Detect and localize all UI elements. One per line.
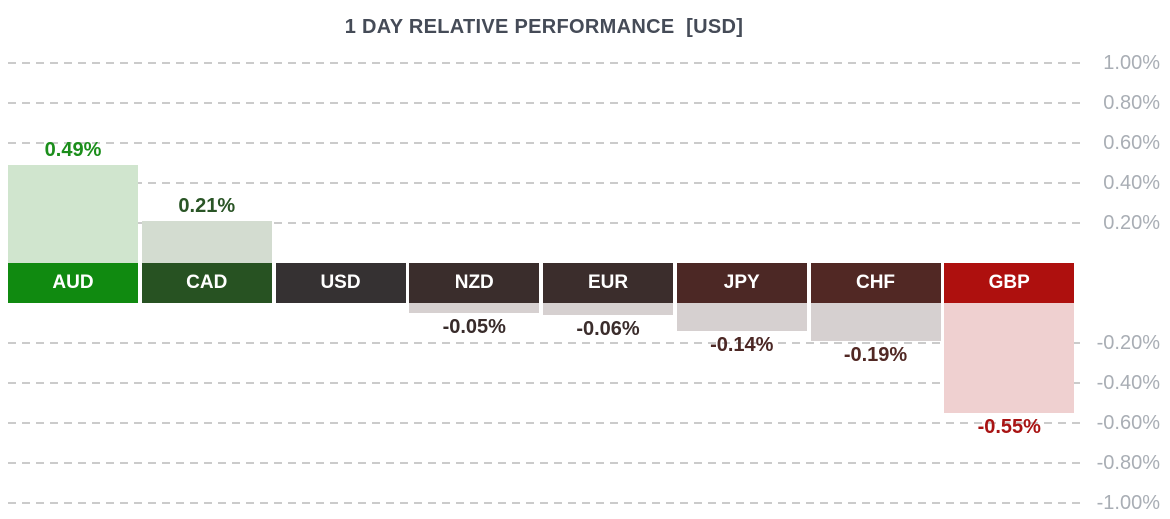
currency-label-box: CAD xyxy=(141,263,272,303)
bar xyxy=(409,303,540,313)
y-axis-tick-label: -1.00% xyxy=(1096,492,1160,514)
y-axis-tick-label: -0.80% xyxy=(1096,452,1160,474)
y-axis-tick-label: 0.60% xyxy=(1103,132,1160,154)
value-label: -0.55% xyxy=(977,416,1041,438)
gridline xyxy=(8,382,1080,384)
gridline xyxy=(8,222,1080,224)
currency-label-box: USD xyxy=(275,263,406,303)
bar xyxy=(8,165,138,263)
currency-label-box: EUR xyxy=(543,263,673,303)
currency-label-box: CHF xyxy=(810,263,941,303)
value-label: -0.05% xyxy=(442,316,506,338)
bar xyxy=(676,303,807,331)
value-label: 0.21% xyxy=(178,195,236,217)
y-axis-tick-label: -0.20% xyxy=(1096,332,1160,354)
y-axis-tick-label: -0.40% xyxy=(1096,372,1160,394)
value-label: -0.14% xyxy=(710,334,774,356)
currency-label-box: NZD xyxy=(409,263,540,303)
gridline xyxy=(8,182,1080,184)
bar xyxy=(810,303,941,341)
bar xyxy=(141,221,272,263)
gridline xyxy=(8,342,1080,344)
y-axis-tick-label: 1.00% xyxy=(1103,52,1160,74)
bar xyxy=(944,303,1075,413)
currency-label-box: JPY xyxy=(676,263,807,303)
y-axis-tick-label: -0.60% xyxy=(1096,412,1160,434)
bar xyxy=(543,303,673,315)
gridline xyxy=(8,62,1080,64)
currency-label-box: AUD xyxy=(8,263,138,303)
y-axis-tick-label: 0.40% xyxy=(1103,172,1160,194)
y-axis-tick-label: 0.80% xyxy=(1103,92,1160,114)
gridline xyxy=(8,142,1080,144)
gridline xyxy=(8,102,1080,104)
value-label: -0.06% xyxy=(576,318,640,340)
chart-title: 1 DAY RELATIVE PERFORMANCE [USD] xyxy=(344,16,744,38)
value-label: 0.49% xyxy=(44,139,102,161)
value-label: -0.19% xyxy=(843,344,908,366)
gridline xyxy=(8,502,1080,504)
gridline xyxy=(8,462,1080,464)
y-axis-tick-label: 0.20% xyxy=(1103,212,1160,234)
gridline xyxy=(8,422,1080,424)
currency-label-box: GBP xyxy=(944,263,1075,303)
